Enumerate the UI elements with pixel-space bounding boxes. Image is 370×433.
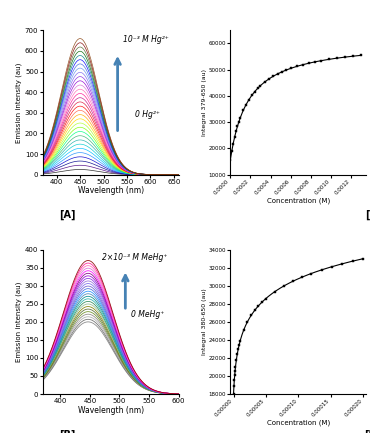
Text: 2×10⁻³ M MeHg⁺: 2×10⁻³ M MeHg⁺ xyxy=(102,252,168,262)
Y-axis label: Integral 379-650 (au): Integral 379-650 (au) xyxy=(202,69,207,136)
Y-axis label: Emission intensity (au): Emission intensity (au) xyxy=(16,62,22,142)
Text: [A]: [A] xyxy=(59,210,75,220)
X-axis label: Wavelength (nm): Wavelength (nm) xyxy=(77,406,144,414)
Y-axis label: Emission intensity (au): Emission intensity (au) xyxy=(16,282,22,362)
Text: [B]: [B] xyxy=(59,430,75,433)
Text: 0 MeHg⁺: 0 MeHg⁺ xyxy=(131,310,164,319)
Text: 10⁻³ M Hg²⁺: 10⁻³ M Hg²⁺ xyxy=(123,35,169,44)
Text: [D]: [D] xyxy=(364,430,370,433)
X-axis label: Wavelength (nm): Wavelength (nm) xyxy=(77,186,144,195)
Text: 0 Hg²⁺: 0 Hg²⁺ xyxy=(135,110,160,119)
X-axis label: Concentration (M): Concentration (M) xyxy=(267,419,330,426)
Y-axis label: Integral 380-650 (au): Integral 380-650 (au) xyxy=(202,288,207,355)
Text: [C]: [C] xyxy=(365,210,370,220)
X-axis label: Concentration (M): Concentration (M) xyxy=(267,197,330,204)
